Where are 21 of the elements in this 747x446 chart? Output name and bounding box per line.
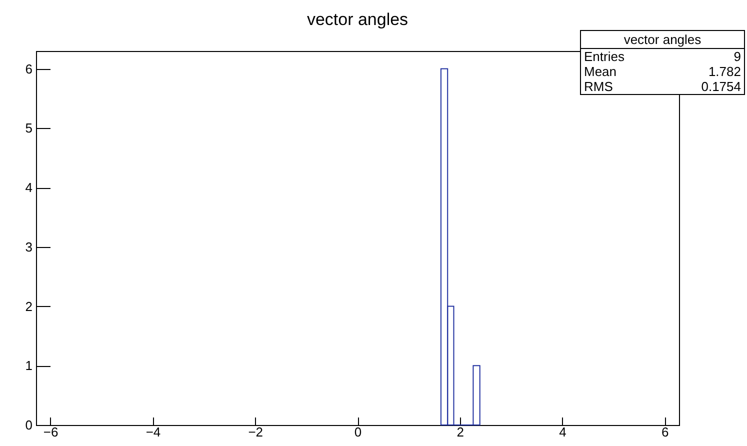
x-tick-label: −6 xyxy=(43,424,58,440)
y-tick-label: 2 xyxy=(25,298,32,314)
x-tick-label: 4 xyxy=(559,424,566,440)
x-tick-label: 0 xyxy=(354,424,362,440)
y-tick-label: 1 xyxy=(25,358,32,374)
text: 9 xyxy=(734,49,741,64)
annotation: Mean xyxy=(584,64,617,79)
annotation: RMS xyxy=(584,79,613,94)
chart-title: vector angles xyxy=(306,10,408,29)
text: vector angles xyxy=(581,31,744,49)
text: 1.782 xyxy=(708,64,741,79)
x-tick-label: −4 xyxy=(146,424,161,440)
annotation: Entries xyxy=(584,49,624,64)
y-tick-label: 5 xyxy=(25,120,32,136)
x-tick-label: 2 xyxy=(456,424,464,440)
x-tick-label: −2 xyxy=(248,424,264,440)
y-tick-label: 3 xyxy=(25,239,32,254)
x-tick-label: 6 xyxy=(662,424,669,440)
y-tick-label: 6 xyxy=(25,61,32,76)
y-tick-label: 4 xyxy=(25,180,32,196)
text: 0.1754 xyxy=(701,79,741,94)
